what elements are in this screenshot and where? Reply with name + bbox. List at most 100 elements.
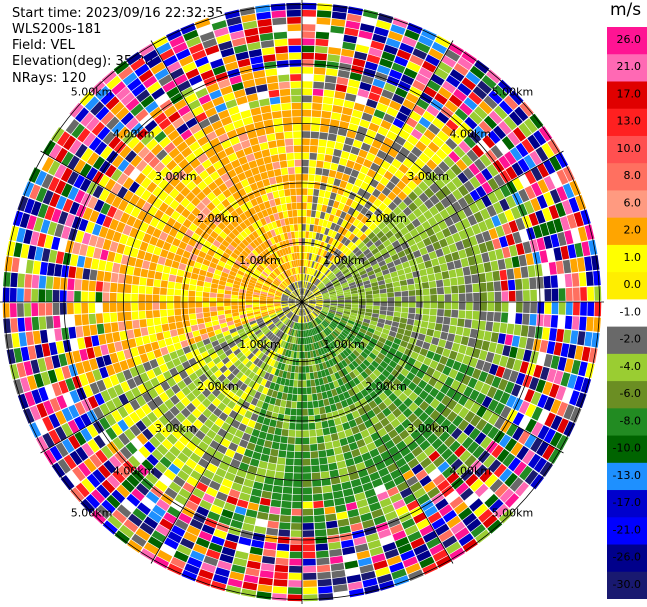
ray-gate <box>226 391 235 400</box>
ray-gate <box>143 542 160 555</box>
ray-gate <box>102 377 113 389</box>
ray-gate <box>183 429 195 441</box>
ray-gate <box>369 213 378 223</box>
ray-gate <box>103 312 111 323</box>
ray-gate <box>400 226 409 236</box>
ray-gate <box>95 213 106 226</box>
ray-gate <box>409 296 416 302</box>
ray-gate <box>320 331 325 339</box>
ray-gate <box>444 376 455 387</box>
ray-gate <box>272 270 278 277</box>
ray-gate <box>44 206 55 221</box>
ray-gate <box>142 75 158 89</box>
ray-gate <box>229 571 245 581</box>
ray-gate <box>220 85 233 96</box>
ray-gate <box>497 259 506 270</box>
ray-gate <box>315 270 320 278</box>
ray-gate <box>479 469 493 483</box>
ray-gate <box>302 95 312 103</box>
ray-gate <box>159 48 175 61</box>
ray-gate <box>302 159 309 167</box>
ray-gate <box>156 373 166 384</box>
ray-gate <box>418 67 433 79</box>
ray-gate <box>201 196 211 207</box>
ray-gate <box>211 315 219 322</box>
ray-gate <box>348 471 360 481</box>
ray-gate <box>251 428 261 438</box>
ray-gate <box>256 266 263 273</box>
ray-gate <box>541 327 550 340</box>
ray-gate <box>204 226 213 235</box>
ray-gate <box>487 291 495 302</box>
ray-gate <box>81 442 95 457</box>
ray-gate <box>469 111 483 125</box>
ray-gate <box>285 288 292 293</box>
ray-gate <box>279 522 291 530</box>
ray-gate <box>387 335 395 342</box>
ray-gate <box>218 109 230 120</box>
ray-gate <box>302 316 305 323</box>
ray-gate <box>74 314 82 326</box>
ray-gate <box>343 100 355 109</box>
ray-gate <box>435 402 446 414</box>
ray-gate <box>328 126 339 135</box>
ray-gate <box>562 199 573 215</box>
ray-gate <box>158 118 172 130</box>
ray-gate <box>344 495 356 504</box>
ray-gate <box>286 254 291 262</box>
ray-gate <box>297 387 302 395</box>
ray-gate <box>529 351 539 364</box>
ray-gate <box>255 315 262 320</box>
ray-gate <box>591 255 600 271</box>
ray-gate <box>434 201 445 212</box>
ray-gate <box>373 421 384 431</box>
ray-gate <box>203 240 212 249</box>
ray-gate <box>451 302 459 310</box>
ray-gate <box>69 102 84 118</box>
ray-gate <box>270 272 277 279</box>
ray-gate <box>356 550 371 560</box>
ray-gate <box>101 479 116 494</box>
ray-gate <box>309 299 316 302</box>
ray-gate <box>91 335 100 347</box>
ray-gate <box>480 302 487 311</box>
ray-gate <box>388 201 398 211</box>
ray-gate <box>178 488 192 500</box>
ray-gate <box>117 186 128 199</box>
ray-gate <box>509 497 525 513</box>
ray-gate <box>286 287 292 293</box>
ray-gate <box>418 203 429 214</box>
ray-gate <box>254 257 262 264</box>
ray-gate <box>239 65 252 75</box>
ray-gate <box>168 463 181 475</box>
ray-gate <box>380 332 389 340</box>
ray-gate <box>321 258 327 265</box>
ray-gate <box>563 421 576 437</box>
ray-gate <box>481 168 493 181</box>
ray-gate <box>321 175 329 184</box>
ray-gate <box>515 243 525 256</box>
ray-gate <box>418 152 430 164</box>
ray-gate <box>254 247 262 255</box>
ray-gate <box>78 218 89 232</box>
ray-gate <box>195 296 203 302</box>
ray-gate <box>359 564 374 574</box>
ray-gate <box>59 114 74 130</box>
ray-gate <box>326 61 339 70</box>
ray-gate <box>237 58 251 68</box>
ray-gate <box>281 429 289 437</box>
ray-gate <box>249 435 258 444</box>
ray-gate <box>290 231 295 239</box>
ray-gate <box>250 397 259 406</box>
ray-gate <box>293 217 298 224</box>
ray-gate <box>279 347 285 355</box>
ray-gate <box>182 482 195 494</box>
ray-gate <box>280 233 286 241</box>
ray-gate <box>89 358 99 371</box>
ray-gate <box>286 320 292 327</box>
ray-gate <box>292 291 298 297</box>
ray-gate <box>166 217 176 227</box>
ray-gate <box>102 292 110 302</box>
ray-gate <box>365 385 374 394</box>
ray-gate <box>315 349 320 357</box>
